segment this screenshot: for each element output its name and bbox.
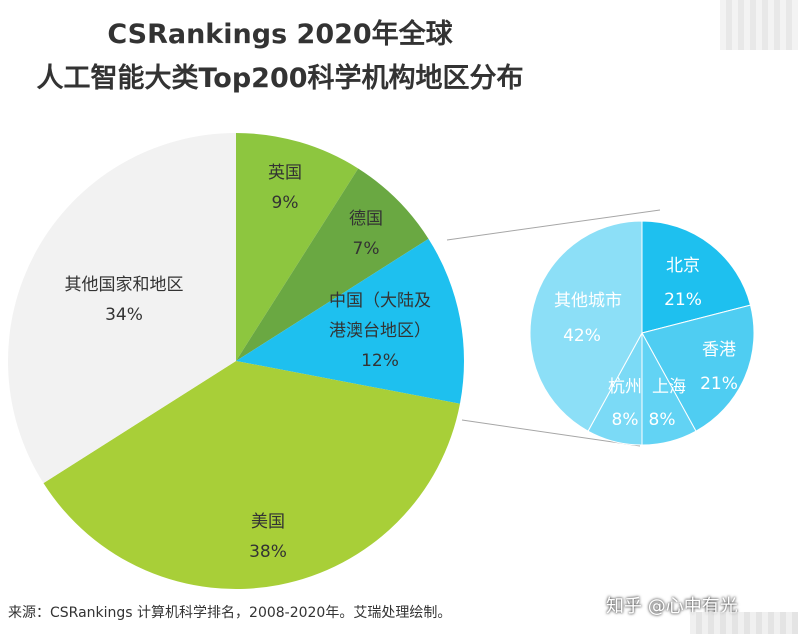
sub-pie-slice-value: 21% (700, 374, 738, 394)
main-pie-slice-value: 7% (353, 239, 380, 259)
source-note: 来源：CSRankings 计算机科学排名，2008-2020年。艾瑞处理绘制。 (8, 605, 452, 621)
main-pie-slice-value: 34% (105, 305, 143, 325)
main-pie-slice (43, 361, 460, 589)
sub-pie-slice-value: 8% (649, 410, 676, 430)
main-pie-slice-label: 港澳台地区） (329, 321, 431, 341)
sub-pie-slice (641, 220, 752, 334)
main-pie-slice-label: 中国（大陆及 (329, 291, 431, 311)
main-pie-slice-label: 美国 (251, 512, 285, 532)
chart-title-line2: 人工智能大类Top200科学机构地区分布 (36, 63, 524, 94)
sub-pie-slice-label: 上海 (652, 377, 686, 397)
sub-pie-slice-label: 北京 (666, 256, 700, 276)
main-pie-slice-value: 9% (272, 193, 299, 213)
main-pie-slice-value: 38% (249, 542, 287, 562)
main-pie-slice (236, 168, 429, 361)
main-pie-slice (236, 238, 465, 404)
chart-title-line1: CSRankings 2020年全球 (107, 19, 453, 50)
main-pie-slice-label: 其他国家和地区 (65, 275, 184, 295)
sub-pie-slice (529, 220, 643, 432)
main-pie-slice-label: 德国 (349, 209, 383, 229)
sub-pie-slice-value: 8% (612, 410, 639, 430)
connector-line-bottom (461, 419, 641, 447)
sub-pie-slice-label: 香港 (702, 340, 736, 360)
main-pie-slice-value: 12% (361, 351, 399, 371)
main-pie-slice (236, 133, 359, 361)
sub-pie: 北京 21% 香港 21% 上海 8% 杭州 8% 其他城市 42% (529, 220, 755, 446)
sub-pie-slice-value: 42% (563, 326, 601, 346)
mosaic-blur-bottom (690, 612, 798, 634)
sub-pie-slice-label: 其他城市 (554, 291, 622, 311)
main-pie-slice-label: 英国 (268, 163, 302, 183)
watermark: 知乎 @心中有光 (606, 596, 738, 617)
mosaic-blur-top (720, 0, 798, 50)
sub-pie-slice-label: 杭州 (608, 377, 642, 397)
sub-pie-slice-value: 21% (664, 290, 702, 310)
main-pie-slice (7, 133, 237, 484)
sub-pie-slice (641, 304, 755, 432)
connector-line-top (446, 209, 661, 241)
